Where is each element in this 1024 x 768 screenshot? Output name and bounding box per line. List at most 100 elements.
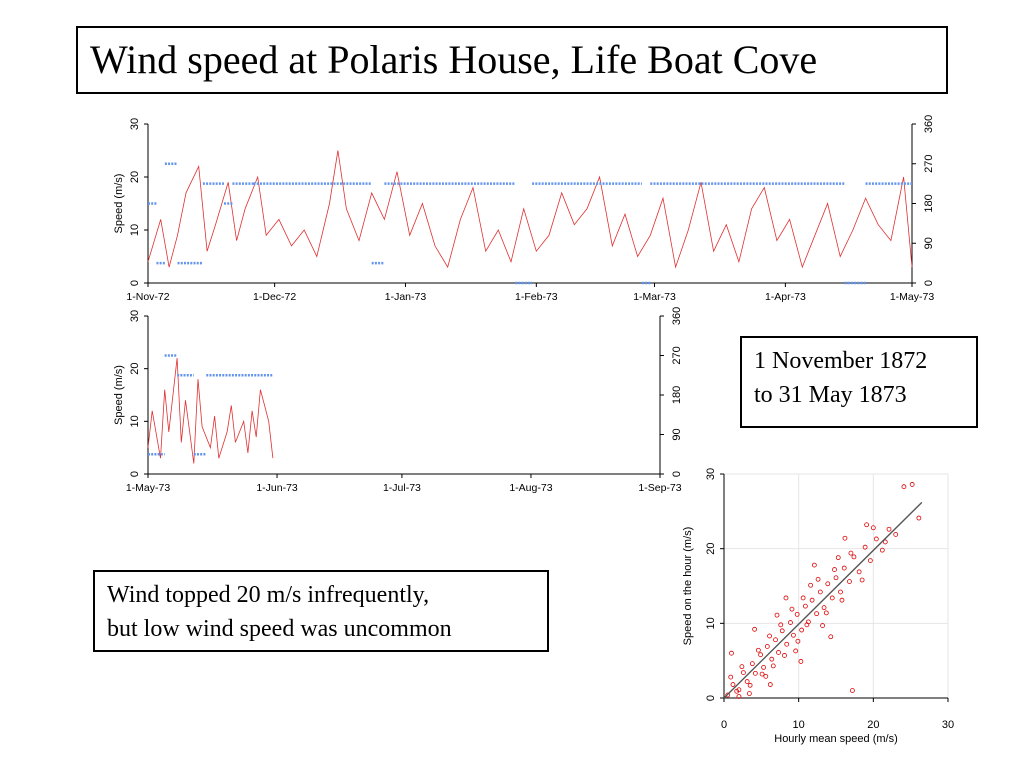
panel2-y2tick-label: 180	[671, 386, 683, 404]
panel1-xtick-label: 1-Dec-72	[253, 291, 296, 303]
scatter-xtick-label: 20	[867, 719, 879, 731]
scatter-point	[862, 544, 868, 550]
scatter-point	[788, 620, 793, 625]
scatter-point	[783, 595, 789, 601]
scatter-point	[867, 558, 873, 564]
scatter-point	[730, 682, 736, 687]
scatter-point	[856, 569, 862, 575]
panel2-y2tick-label: 0	[671, 471, 683, 477]
scatter-point	[848, 550, 854, 556]
panel1-ytick-label: 0	[129, 280, 141, 286]
scatter-point	[815, 576, 821, 582]
scatter-point	[808, 582, 814, 588]
scatter-point	[916, 515, 922, 521]
scatter-point	[744, 679, 750, 684]
panel2-y2tick-label: 270	[671, 346, 683, 364]
scatter-point	[789, 606, 795, 612]
scatter-point	[778, 622, 784, 628]
panel2-xtick-label: 1-Aug-73	[509, 482, 552, 494]
scatter-point	[842, 535, 848, 541]
scatter-ytick-label: 20	[705, 543, 717, 555]
scatter-point	[752, 670, 758, 676]
scatter-point	[767, 682, 773, 687]
panel1-ylabel: Speed (m/s)	[113, 174, 125, 234]
scatter-point	[774, 612, 780, 618]
note-box: Wind topped 20 m/s infrequently, but low…	[93, 570, 549, 652]
date-range-box: 1 November 1872 to 31 May 1873	[740, 336, 978, 428]
scatter-point	[839, 597, 845, 603]
panel1-xtick-label: 1-Jan-73	[385, 291, 427, 303]
slide-title-box: Wind speed at Polaris House, Life Boat C…	[76, 26, 948, 94]
panel1-xtick-label: 1-Nov-72	[126, 291, 169, 303]
scatter-point	[739, 664, 745, 670]
scatter-point	[791, 632, 796, 638]
panel2-speed-line	[147, 358, 274, 464]
scatter-xtick-label: 0	[721, 719, 727, 731]
scatter-point	[759, 671, 765, 677]
note-line-1: Wind topped 20 m/s infrequently,	[107, 582, 430, 608]
panel2-xtick-label: 1-May-73	[126, 482, 171, 494]
panel1-ytick-label: 20	[129, 171, 141, 183]
panel2-ytick-label: 0	[129, 471, 141, 477]
scatter-point	[901, 484, 907, 490]
scatter-point	[741, 670, 746, 676]
panel1-speed-line	[147, 150, 913, 269]
panel2-y2tick-label: 90	[671, 428, 683, 440]
panel1-y2tick-label: 360	[923, 115, 935, 133]
scatter-point	[779, 628, 785, 634]
scatter-point	[729, 650, 734, 656]
scatter-point	[873, 536, 879, 542]
scatter-point	[769, 656, 775, 662]
scatter-point	[886, 526, 892, 532]
scatter-point	[782, 653, 787, 658]
panel1-xtick-label: 1-Mar-73	[633, 291, 676, 303]
scatter-point	[767, 633, 772, 639]
panel1-xtick-label: 1-May-73	[890, 291, 935, 303]
scatter-point	[755, 647, 761, 653]
scatter-point	[828, 634, 834, 640]
scatter-point	[776, 650, 781, 655]
panel1-xtick-label: 1-Apr-73	[765, 291, 806, 303]
scatter-xtick-label: 10	[793, 719, 805, 731]
date-range-line-1: 1 November 1872	[754, 348, 928, 374]
scatter-point	[817, 589, 823, 595]
scatter-point	[820, 623, 825, 628]
scatter-ytick-label: 10	[705, 617, 717, 629]
scatter-point	[835, 555, 841, 561]
scatter-point	[879, 547, 885, 553]
panel2-xtick-label: 1-Jul-73	[383, 482, 421, 494]
panel2-ytick-label: 30	[129, 310, 141, 322]
scatter-point	[747, 682, 753, 688]
scatter-point	[811, 562, 817, 568]
scatter-point	[829, 595, 835, 601]
slide-title: Wind speed at Polaris House, Life Boat C…	[90, 37, 818, 82]
scatter-point	[847, 579, 852, 584]
scatter-point	[734, 688, 740, 694]
panel2-xtick-label: 1-Sep-73	[638, 482, 681, 494]
panel1-y2tick-label: 270	[923, 155, 935, 173]
scatter-point	[821, 605, 827, 611]
scatter-ytick-label: 0	[705, 695, 717, 701]
scatter-trend-line	[723, 501, 923, 699]
scatter-point	[795, 638, 801, 644]
scatter-xlabel: Hourly mean speed (m/s)	[774, 733, 898, 745]
scatter-point	[882, 539, 888, 545]
scatter-point	[893, 532, 899, 537]
panel2-ytick-label: 20	[129, 363, 141, 375]
scatter-point	[749, 661, 755, 667]
scatter-point	[761, 664, 766, 670]
panel1-ytick-label: 30	[129, 118, 141, 130]
scatter-point	[784, 641, 790, 647]
scatter-point	[832, 567, 837, 572]
scatter-xtick-label: 30	[942, 719, 954, 731]
scatter-point	[804, 622, 810, 628]
scatter-point	[746, 691, 752, 696]
scatter-point	[909, 482, 915, 487]
scatter-point	[838, 589, 843, 595]
scatter-point	[728, 674, 734, 680]
scatter-point	[763, 673, 769, 679]
scatter-ytick-label: 30	[705, 468, 717, 480]
scatter-point	[770, 663, 776, 669]
scatter-point	[850, 688, 855, 693]
